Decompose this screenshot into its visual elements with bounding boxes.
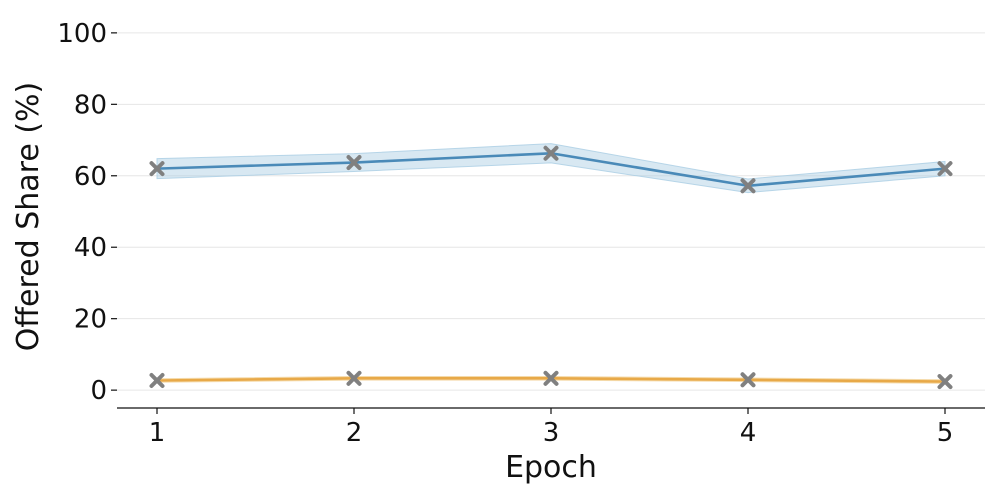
data-point-marker <box>937 161 953 177</box>
data-point-marker <box>543 145 559 161</box>
x-tick-label: 4 <box>740 418 757 448</box>
marker-stroke <box>149 161 165 177</box>
data-point-marker <box>346 370 362 386</box>
x-tick-label: 2 <box>346 418 363 448</box>
marker-stroke <box>937 161 953 177</box>
marker-stroke <box>740 178 756 194</box>
y-tick-label: 100 <box>57 19 107 49</box>
x-tick-label: 1 <box>149 418 166 448</box>
data-point-marker <box>149 372 165 388</box>
data-point-marker <box>149 161 165 177</box>
data-point-marker <box>346 155 362 171</box>
confidence-band-series-1 <box>156 143 946 194</box>
tick-labels: 0 20 40 60 80 100 1 2 3 4 5 <box>57 19 953 448</box>
x-tick-label: 3 <box>543 418 560 448</box>
y-tick-label: 0 <box>90 376 107 406</box>
marker-stroke <box>740 372 756 388</box>
marker-stroke <box>346 370 362 386</box>
y-axis-label: Offered Share (%) <box>11 82 46 351</box>
marker-stroke <box>346 155 362 171</box>
marker-stroke <box>937 374 953 390</box>
data-point-marker <box>543 370 559 386</box>
data-point-marker <box>740 372 756 388</box>
x-tick-label: 5 <box>937 418 954 448</box>
marker-stroke <box>543 145 559 161</box>
data-point-marker <box>740 178 756 194</box>
y-tick-label: 60 <box>74 162 107 192</box>
y-tick-label: 40 <box>74 233 107 263</box>
grid <box>117 32 985 391</box>
y-tick-label: 20 <box>74 305 107 335</box>
marker-stroke <box>543 370 559 386</box>
data-point-marker <box>937 374 953 390</box>
marker-stroke <box>149 372 165 388</box>
y-tick-label: 80 <box>74 90 107 120</box>
series-lines <box>156 151 946 383</box>
data-point-markers <box>149 145 953 390</box>
x-axis-label: Epoch <box>505 450 597 485</box>
